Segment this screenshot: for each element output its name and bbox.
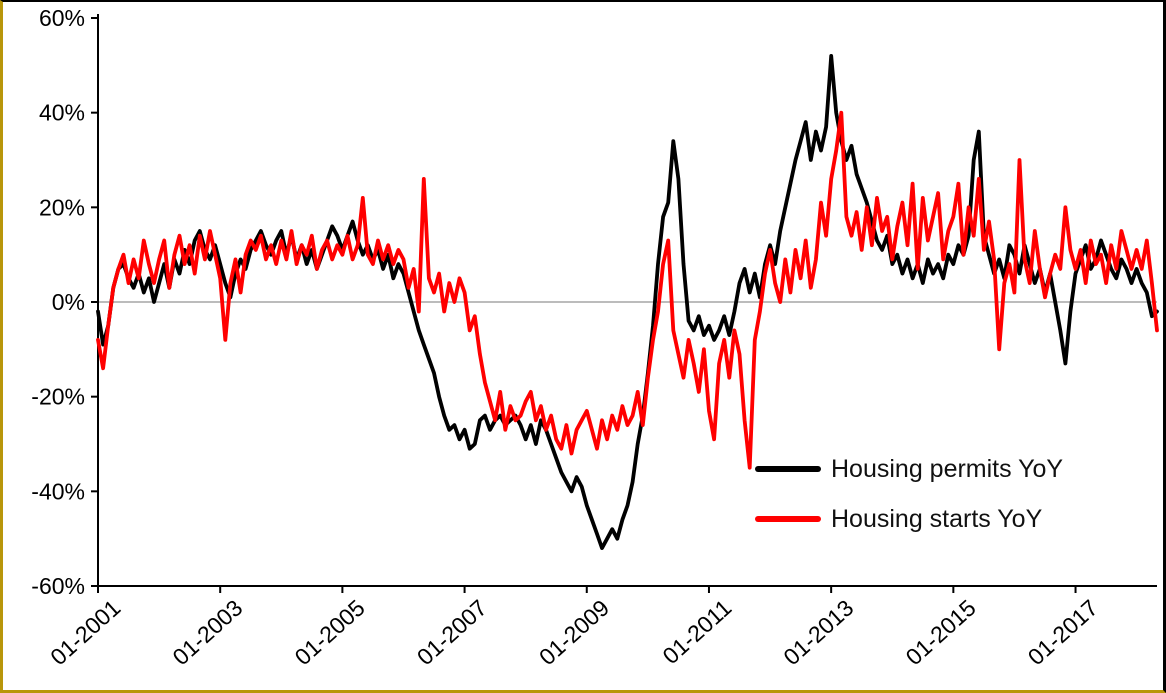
legend-item-permits: Housing permits YoY <box>755 444 1063 494</box>
svg-text:01-2001: 01-2001 <box>45 594 125 670</box>
svg-text:-60%: -60% <box>31 573 85 599</box>
svg-text:0%: 0% <box>52 289 85 315</box>
chart-svg: 60% 40% 20% 0% -20% -40% -60%01-2001 01-2003 01-… <box>31 5 1159 670</box>
svg-text:01-2013: 01-2013 <box>778 594 858 670</box>
svg-text:40%: 40% <box>39 100 85 126</box>
svg-text:01-2005: 01-2005 <box>290 594 370 670</box>
svg-text:01-2017: 01-2017 <box>1023 594 1103 670</box>
svg-text:01-2007: 01-2007 <box>412 594 492 670</box>
svg-text:01-2003: 01-2003 <box>167 594 247 670</box>
svg-text:01-2011: 01-2011 <box>657 594 736 669</box>
svg-text:-20%: -20% <box>31 384 85 410</box>
starts-line-swatch <box>755 516 821 522</box>
svg-text:60%: 60% <box>39 5 85 31</box>
legend-label-permits: Housing permits YoY <box>831 454 1064 483</box>
permits-line-swatch <box>755 466 821 472</box>
legend-label-starts: Housing starts YoY <box>831 504 1043 533</box>
svg-text:20%: 20% <box>39 194 85 220</box>
svg-text:01-2009: 01-2009 <box>534 594 614 670</box>
svg-text:-40%: -40% <box>31 478 85 504</box>
legend: Housing permits YoY Housing starts YoY <box>755 444 1063 544</box>
legend-item-starts: Housing starts YoY <box>755 494 1063 544</box>
svg-text:01-2015: 01-2015 <box>901 594 981 670</box>
